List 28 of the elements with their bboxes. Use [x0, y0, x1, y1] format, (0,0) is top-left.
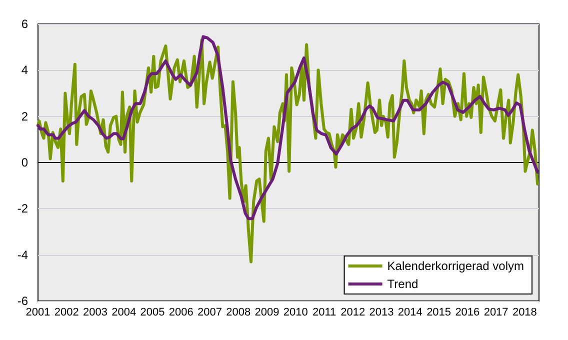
x-tick-label: 2009: [254, 306, 280, 318]
x-tick-label: 2006: [168, 306, 194, 318]
x-tick-label: 2011: [312, 306, 336, 318]
y-tick-label: 6: [21, 17, 28, 31]
x-tick-label: 2003: [83, 306, 108, 318]
y-tick-label: -4: [17, 248, 28, 262]
x-tick-label: 2015: [426, 306, 452, 318]
x-tick-label: 2017: [484, 306, 508, 318]
y-tick-label: 4: [21, 63, 28, 78]
x-tick-label: 2012: [340, 306, 366, 318]
x-tick-label: 2014: [398, 306, 422, 318]
x-tick-label: 2005: [140, 306, 165, 318]
x-tick-label: 2016: [455, 306, 480, 318]
legend-label: Kalenderkorrigerad volym: [387, 259, 524, 273]
legend-label: Trend: [387, 277, 418, 291]
x-tick-label: 2007: [198, 306, 222, 318]
x-tick-label: 2001: [26, 306, 50, 318]
x-tick-label: 2004: [112, 306, 136, 318]
x-tick-label: 2002: [54, 306, 79, 318]
x-tick-label: 2018: [512, 306, 537, 318]
y-tick-label: -2: [17, 202, 28, 216]
line-series: [36, 35, 540, 220]
y-tick-label: 2: [21, 109, 28, 124]
y-tick-label: 0: [21, 156, 28, 170]
x-tick-label: 2013: [369, 306, 394, 318]
x-tick-label: 2010: [283, 306, 308, 318]
x-tick-label: 2008: [226, 306, 251, 318]
y-tick-label: -6: [17, 294, 28, 308]
